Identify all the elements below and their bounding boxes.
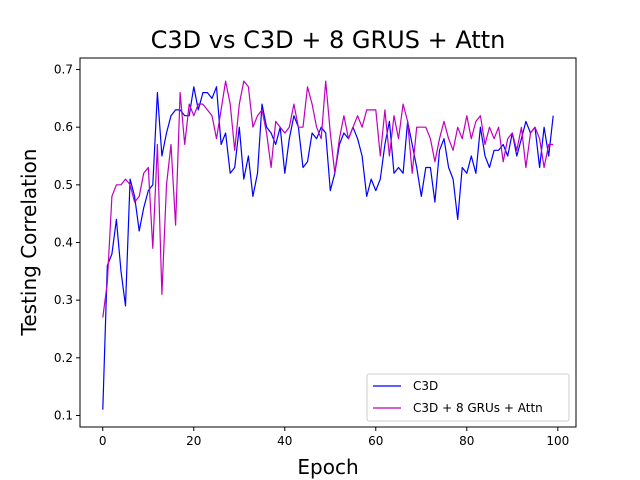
y-axis: 0.1 0.2 0.3 0.4 0.5 0.6 0.7 [54,63,80,422]
series-line-2 [102,80,554,318]
legend-label-1: C3D [413,379,438,393]
x-tick-label: 80 [459,434,474,448]
x-tick-label: 20 [186,434,201,448]
series-layer [102,80,554,410]
y-tick-label: 0.1 [54,408,73,422]
series-line-1 [102,86,554,410]
y-tick-label: 0.3 [54,293,73,307]
chart-title: C3D vs C3D + 8 GRUS + Attn [151,26,506,54]
y-tick-label: 0.6 [54,120,73,134]
x-tick-label: 0 [99,434,107,448]
y-tick-label: 0.5 [54,178,73,192]
legend: C3D C3D + 8 GRUs + Attn [366,373,570,422]
x-tick-label: 60 [368,434,383,448]
y-tick-label: 0.2 [54,351,73,365]
x-tick-label: 100 [546,434,569,448]
legend-box [366,373,570,422]
x-axis-label: Epoch [297,455,358,479]
legend-label-2: C3D + 8 GRUs + Attn [413,401,543,415]
y-tick-label: 0.7 [54,63,73,77]
x-tick-label: 40 [277,434,292,448]
x-axis: 0 20 40 60 80 100 [99,427,569,448]
y-tick-label: 0.4 [54,236,73,250]
y-axis-label: Testing Correlation [17,149,41,337]
